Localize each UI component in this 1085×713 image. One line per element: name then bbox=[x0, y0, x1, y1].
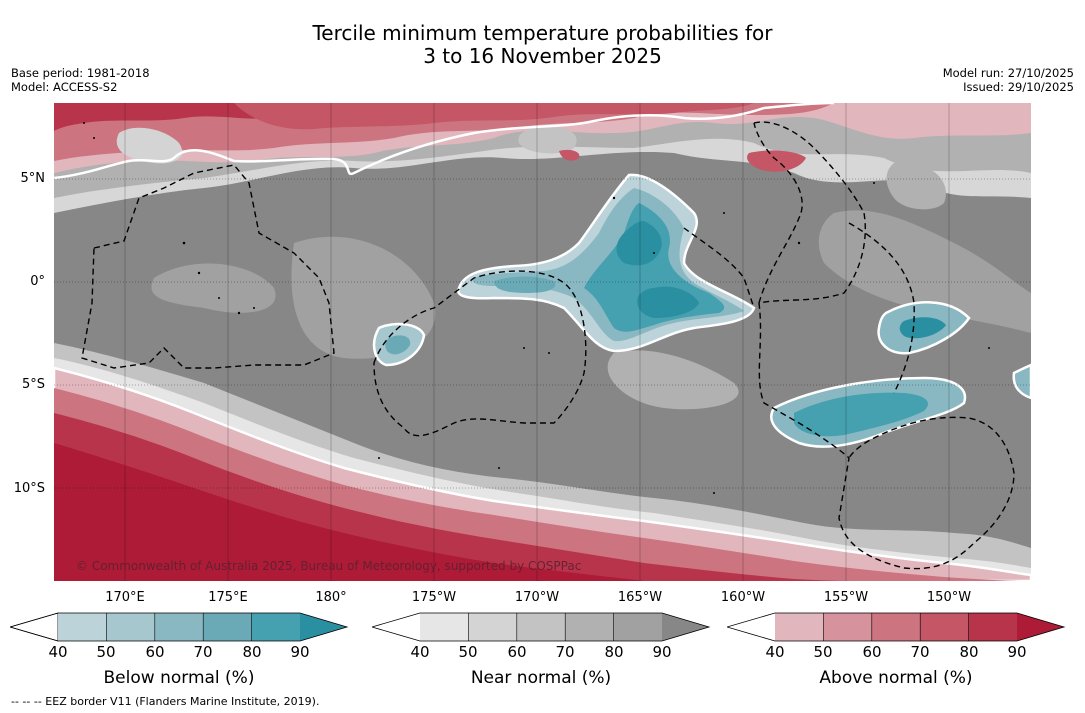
colorbar-swatch bbox=[420, 613, 469, 641]
colorbar-below bbox=[10, 612, 349, 642]
eez-borders bbox=[81, 121, 1015, 570]
cbar-above-tick: 80 bbox=[959, 643, 979, 661]
cbar-above-tick: 50 bbox=[813, 643, 833, 661]
east-below-1-inner bbox=[899, 317, 946, 339]
meta-left: Base period: 1981-2018 Model: ACCESS-S2 bbox=[11, 66, 150, 94]
central-below-4 bbox=[637, 286, 699, 318]
north-above-4 bbox=[234, 103, 754, 130]
lon-label: 180° bbox=[315, 590, 347, 605]
lat-label: 5°S bbox=[21, 377, 45, 392]
central-below-3 bbox=[616, 221, 662, 266]
cbar-above-tick: 70 bbox=[910, 643, 930, 661]
cbar-above-tick: 60 bbox=[862, 643, 882, 661]
issued-date: Issued: 29/10/2025 bbox=[963, 80, 1074, 94]
cbar-below-label: Below normal (%) bbox=[103, 668, 255, 688]
cbar-below-tick: 50 bbox=[96, 643, 116, 661]
grey-mid-3 bbox=[607, 350, 739, 410]
colorbar-swatch bbox=[154, 613, 204, 641]
west-below-inner bbox=[385, 335, 411, 355]
meta-right: Model run: 27/10/2025 Issued: 29/10/2025 bbox=[943, 66, 1074, 94]
copyright-notice: © Commonwealth of Australia 2025, Bureau… bbox=[76, 559, 582, 573]
colorbar-swatch bbox=[372, 613, 420, 641]
north-above-patch-2 bbox=[559, 149, 580, 161]
eez-footnote: -- -- -- EEZ border V11 (Flanders Marine… bbox=[11, 695, 320, 708]
cbar-above-tick: 40 bbox=[765, 643, 785, 661]
cbar-near-tick: 90 bbox=[652, 643, 672, 661]
colorbar-swatch bbox=[968, 613, 1017, 641]
lon-label: 175°E bbox=[208, 590, 248, 605]
cbar-below-tick: 70 bbox=[193, 643, 213, 661]
colorbar-swatch bbox=[1017, 613, 1064, 641]
colorbar-swatch bbox=[823, 613, 872, 641]
east-below-3 bbox=[1012, 363, 1031, 400]
lon-label: 170°E bbox=[105, 590, 145, 605]
lon-label: 165°W bbox=[617, 590, 663, 605]
colorbar-swatch bbox=[727, 613, 775, 641]
title-line-2: 3 to 16 November 2025 bbox=[423, 44, 662, 68]
model-run: Model run: 27/10/2025 bbox=[942, 66, 1074, 80]
colorbar-swatch bbox=[300, 613, 347, 641]
cbar-near-tick: 80 bbox=[604, 643, 624, 661]
east-below-2-inner bbox=[794, 392, 928, 437]
colorbar-swatch bbox=[662, 613, 709, 641]
lon-label: 150°W bbox=[926, 590, 972, 605]
colorbar-swatch bbox=[10, 612, 59, 642]
colorbar-swatch bbox=[516, 613, 566, 641]
colorbar-swatch bbox=[106, 613, 155, 641]
grey-mid-1 bbox=[151, 263, 276, 313]
cbar-below-tick: 60 bbox=[145, 643, 165, 661]
central-below-5 bbox=[494, 276, 556, 293]
grey-mid-5 bbox=[886, 162, 946, 210]
model-name: Model: ACCESS-S2 bbox=[11, 80, 118, 94]
colorbar-swatch bbox=[613, 613, 662, 641]
colorbar-swatch bbox=[468, 613, 517, 641]
cbar-below-tick: 40 bbox=[48, 643, 68, 661]
cbar-below-tick: 90 bbox=[290, 643, 310, 661]
colorbar-near bbox=[372, 612, 711, 642]
probability-map bbox=[54, 103, 1031, 581]
colorbar-above bbox=[727, 612, 1066, 642]
islands bbox=[83, 122, 990, 494]
lat-label: 10°S bbox=[13, 481, 45, 496]
cbar-above-label: Above normal (%) bbox=[819, 668, 973, 688]
colorbar-swatch bbox=[565, 613, 614, 641]
cbar-near-tick: 50 bbox=[458, 643, 478, 661]
grey-mid-4 bbox=[818, 210, 1031, 333]
north-above-patch bbox=[747, 150, 806, 172]
base-period: Base period: 1981-2018 bbox=[11, 66, 150, 80]
north-grey-patch bbox=[116, 127, 183, 164]
cbar-near-label: Near normal (%) bbox=[470, 668, 612, 688]
colorbar-swatch bbox=[203, 613, 252, 641]
colorbar-swatch bbox=[251, 613, 300, 641]
colorbar-swatch bbox=[775, 613, 824, 641]
north-grey-patch-2 bbox=[518, 126, 577, 154]
north-contour bbox=[54, 103, 835, 180]
lon-label: 160°W bbox=[720, 590, 766, 605]
colorbar-swatch bbox=[871, 613, 921, 641]
cbar-near-tick: 70 bbox=[555, 643, 575, 661]
lat-label: 0° bbox=[30, 274, 45, 289]
lon-label: 175°W bbox=[411, 590, 457, 605]
lon-label: 170°W bbox=[514, 590, 560, 605]
cbar-near-tick: 60 bbox=[507, 643, 527, 661]
meridians bbox=[124, 103, 950, 581]
lon-label: 155°W bbox=[823, 590, 869, 605]
south-above-6 bbox=[54, 443, 644, 581]
lat-label: 5°N bbox=[20, 171, 46, 186]
map-title: Tercile minimum temperature probabilitie… bbox=[0, 22, 1085, 68]
colorbar-swatch bbox=[58, 613, 107, 641]
cbar-near-tick: 40 bbox=[410, 643, 430, 661]
cbar-below-tick: 80 bbox=[242, 643, 262, 661]
title-line-1: Tercile minimum temperature probabilitie… bbox=[312, 21, 773, 45]
cbar-above-tick: 90 bbox=[1007, 643, 1027, 661]
graticule bbox=[54, 178, 1031, 489]
colorbar-swatch bbox=[920, 613, 969, 641]
